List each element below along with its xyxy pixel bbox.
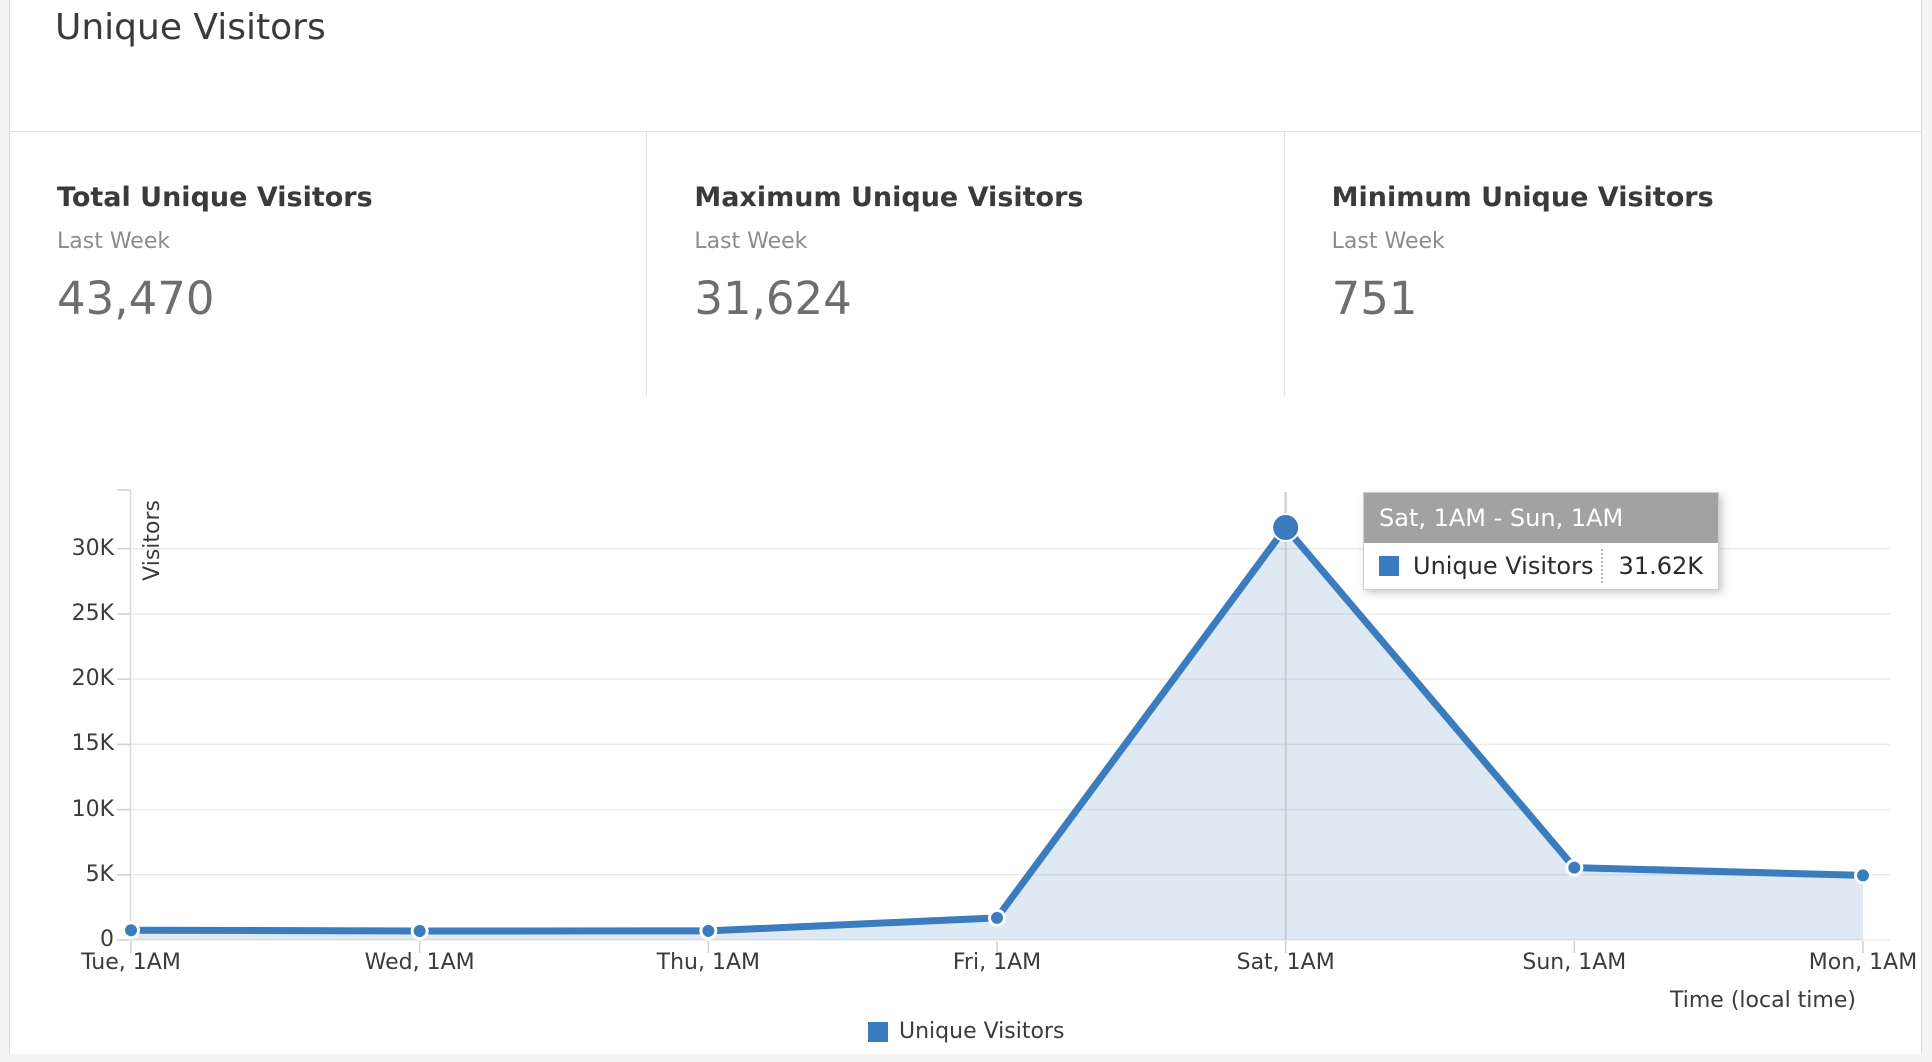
legend-label: Unique Visitors (899, 1019, 1065, 1044)
stat-title: Maximum Unique Visitors (694, 182, 1084, 213)
x-tick-label: Mon, 1AM (1808, 950, 1918, 975)
stat-subtitle: Last Week (1331, 229, 1445, 254)
tooltip-value: 31.62K (1618, 552, 1703, 580)
tooltip-series-label: Unique Visitors (1413, 552, 1594, 580)
y-tick-label: 10K (71, 796, 114, 822)
x-tick-label: Wed, 1AM (364, 950, 475, 975)
legend-swatch-icon (868, 1021, 888, 1042)
stat-subtitle: Last Week (57, 229, 171, 254)
stat-value: 31,624 (694, 272, 852, 325)
stat-cards-row: Total Unique Visitors Last Week 43,470 M… (10, 131, 1921, 397)
y-tick-label: 15K (71, 731, 114, 757)
tooltip-separator (1600, 549, 1603, 583)
x-tick-label: Thu, 1AM (656, 950, 760, 975)
page-title: Unique Visitors (55, 7, 326, 48)
x-tick-label: Sat, 1AM (1236, 950, 1335, 975)
y-tick-label: 20K (71, 666, 114, 692)
stat-card-minimum: Minimum Unique Visitors Last Week 751 (1283, 132, 1921, 396)
y-axis-title: Visitors (140, 500, 165, 581)
chart-tooltip: Sat, 1AM - Sun, 1AM Unique Visitors 31.6… (1363, 492, 1719, 590)
stat-subtitle: Last Week (694, 229, 808, 254)
y-tick-label: 5K (85, 861, 114, 887)
stat-title: Minimum Unique Visitors (1331, 182, 1714, 213)
y-tick-label: 0 (100, 927, 114, 952)
stat-card-maximum: Maximum Unique Visitors Last Week 31,624 (646, 132, 1283, 396)
legend-item-unique-visitors[interactable]: Unique Visitors (868, 1019, 1064, 1044)
x-tick-label: Tue, 1AM (81, 950, 181, 975)
stat-title: Total Unique Visitors (57, 182, 373, 213)
tooltip-series-swatch-icon (1379, 556, 1399, 576)
page-bottom-gutter (0, 1055, 1932, 1062)
x-tick-label: Sun, 1AM (1522, 950, 1627, 975)
y-tick-label: 30K (71, 535, 114, 561)
tooltip-body: Unique Visitors 31.62K (1364, 543, 1718, 589)
stat-value: 751 (1331, 272, 1418, 325)
stat-card-total: Total Unique Visitors Last Week 43,470 (10, 132, 646, 396)
stat-value: 43,470 (57, 272, 215, 325)
y-tick-label: 25K (71, 600, 114, 626)
x-axis-title: Time (local time) (1670, 988, 1856, 1013)
tooltip-header: Sat, 1AM - Sun, 1AM (1364, 493, 1718, 543)
x-tick-label: Fri, 1AM (952, 950, 1042, 975)
